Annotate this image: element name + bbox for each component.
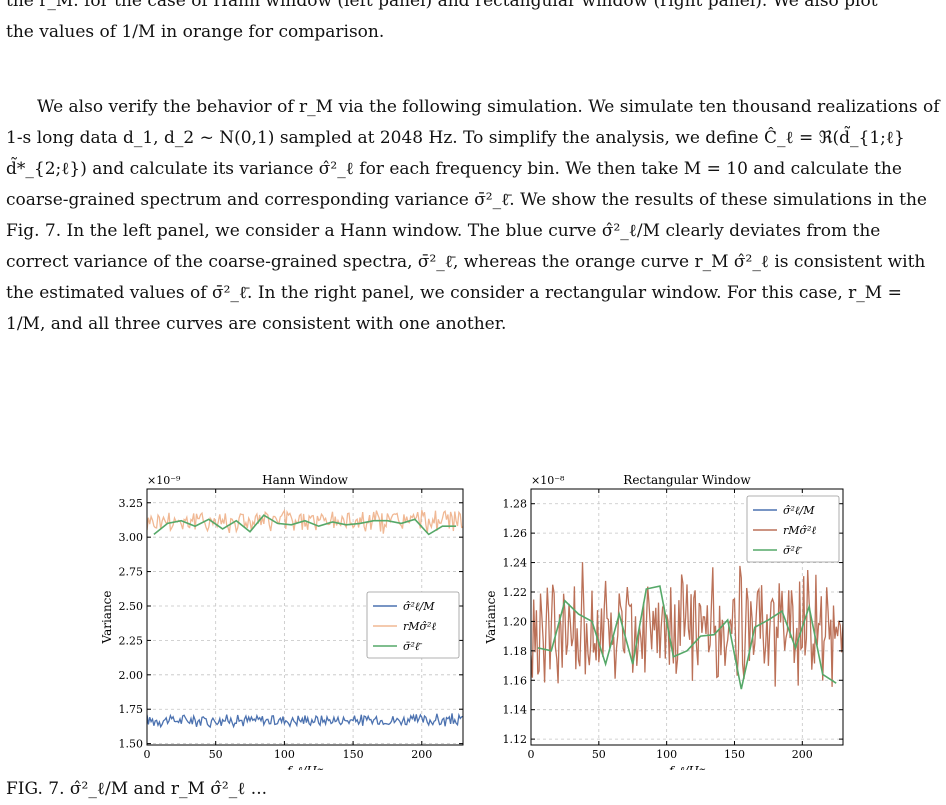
figure-svg: 0 50 100 150 200 1.50 1.75 2.00 2.25 2.50 2.75 3.00… — [100, 473, 844, 778]
y-tick-label: 1.22 — [503, 586, 528, 599]
series-group — [531, 562, 843, 690]
x-tick-label: 50 — [209, 748, 223, 761]
y-tick-label: 1.75 — [119, 703, 144, 716]
x-tick-label: 0 — [528, 748, 535, 761]
y-tick-label: 2.00 — [119, 669, 144, 682]
y-tick-label: 3.00 — [119, 531, 144, 544]
y-tick-label: 1.18 — [503, 645, 528, 658]
figure-caption: FIG. 7. σ̂²_ℓ/M and r_M σ̂²_ℓ ... — [6, 774, 940, 805]
y-tick-label: 2.75 — [119, 566, 144, 579]
chart-panel-rectangular: 0 50 100 150 200 1.12 1.14 1.16 1.18 1.20 1.22 1.24… — [484, 473, 844, 778]
series-line-0 — [147, 712, 463, 729]
chart-title: Rectangular Window — [623, 473, 751, 487]
y-axis-label: Variance — [100, 591, 114, 645]
scale-label: ×10⁻⁸ — [531, 474, 565, 487]
x-tick-label: 50 — [592, 748, 606, 761]
y-tick-label: 1.16 — [503, 674, 528, 687]
legend-label: σ̄²ℓ̄ — [403, 640, 423, 653]
legend-label: σ̂²ℓ/M — [403, 600, 435, 613]
legend-label: σ̄²ℓ̄ — [783, 544, 803, 557]
y-tick-label: 3.25 — [119, 497, 144, 510]
y-tick-label: 1.12 — [503, 733, 528, 746]
y-tick-label: 1.28 — [503, 498, 528, 511]
top-fragment-line1: the r_M. for the case of Hann window (le… — [6, 0, 878, 11]
x-tick-label: 100 — [274, 748, 295, 761]
legend: σ̂²ℓ/M rMσ̂²ℓ σ̄²ℓ̄ — [746, 495, 840, 563]
axes-frame — [530, 488, 844, 746]
series-line-2 — [153, 514, 457, 536]
y-tick-label: 2.25 — [119, 634, 144, 647]
legend-label: σ̂²ℓ/M — [783, 504, 815, 517]
y-tick-label: 2.50 — [119, 600, 144, 613]
x-axis-label: f_ℓ/Hz — [668, 764, 706, 770]
legend-box — [366, 591, 460, 659]
legend-label: rMσ̂²ℓ — [403, 620, 436, 633]
y-tick-label: 1.20 — [503, 615, 528, 628]
top-paragraph-fragment: the r_M. for the case of Hann window (le… — [6, 0, 940, 48]
x-tick-label: 150 — [343, 748, 364, 761]
x-tick-label: 100 — [656, 748, 677, 761]
y-axis-label: Variance — [484, 591, 498, 645]
chart-title: Hann Window — [262, 473, 348, 487]
axes-frame — [146, 488, 464, 746]
x-tick-label: 200 — [411, 748, 432, 761]
series-line-1 — [147, 508, 463, 534]
main-paragraph: We also verify the behavior of r_M via t… — [6, 92, 940, 340]
y-tick-label: 1.50 — [119, 738, 144, 751]
legend: σ̂²ℓ/M rMσ̂²ℓ σ̄²ℓ̄ — [366, 591, 460, 659]
y-tick-label: 1.14 — [503, 704, 528, 717]
x-tick-label: 150 — [724, 748, 745, 761]
figure-7: 0 50 100 150 200 1.50 1.75 2.00 2.25 2.50 2.75 3.00… — [100, 455, 860, 778]
x-tick-label: 200 — [792, 748, 813, 761]
y-tick-label: 1.24 — [503, 557, 528, 570]
chart-panel-hann: 0 50 100 150 200 1.50 1.75 2.00 2.25 2.50 2.75 3.00… — [100, 473, 464, 778]
x-axis-label: f_ℓ/Hz — [286, 764, 324, 770]
top-fragment-line2: the values of 1/M in orange for comparis… — [6, 22, 385, 42]
main-paragraph-text: We also verify the behavior of r_M via t… — [6, 97, 940, 334]
scale-label: ×10⁻⁹ — [147, 474, 181, 487]
series-group — [147, 508, 463, 729]
caption-text: FIG. 7. σ̂²_ℓ/M and r_M σ̂²_ℓ ... — [6, 779, 268, 799]
series-line-2 — [537, 585, 837, 690]
legend-box — [746, 495, 840, 563]
legend-label: rMσ̂²ℓ — [783, 524, 816, 537]
x-tick-label: 0 — [144, 748, 151, 761]
y-tick-label: 1.26 — [503, 527, 528, 540]
series-line-1 — [531, 562, 843, 687]
